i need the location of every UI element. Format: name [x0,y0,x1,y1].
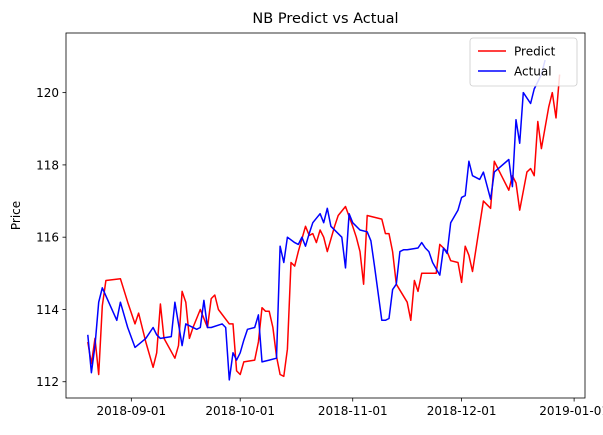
y-tick-label: 118 [36,158,59,172]
legend-label-predict: Predict [514,45,556,59]
y-tick-label: 112 [36,375,59,389]
x-axis: 2018-09-01 2018-10-01 2018-11-01 2018-12-01… [96,398,603,418]
chart-title: NB Predict vs Actual [252,11,398,27]
series-line-predict [87,74,561,378]
y-axis-label: Price [9,201,23,230]
y-axis: 112 114 116 118 120 [36,86,66,389]
x-tick-label: 2018-12-01 [427,404,497,418]
series-layer [87,59,561,381]
x-tick-label: 2018-11-01 [318,404,388,418]
legend: Predict Actual [469,37,578,87]
series-line-actual [87,59,546,381]
plot-frame [65,32,586,399]
x-tick-label: 2018-10-01 [205,404,275,418]
legend-label-actual: Actual [514,65,552,79]
y-tick-label: 116 [36,231,59,245]
x-tick-label: 2018-09-01 [96,404,166,418]
legend-box [469,37,578,87]
y-tick-label: 120 [36,86,59,100]
y-tick-label: 114 [36,303,59,317]
x-tick-label: 2019-01-01 [539,404,603,418]
